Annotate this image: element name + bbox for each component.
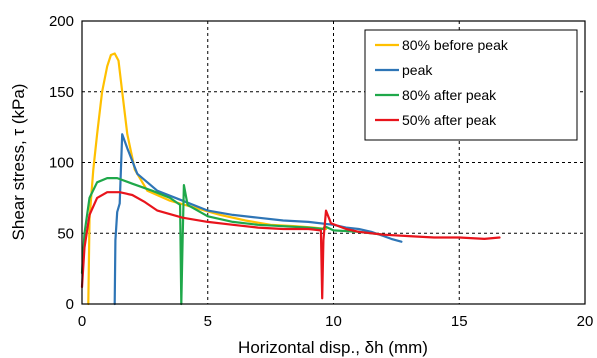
grid (82, 21, 585, 304)
legend-label: peak (402, 62, 433, 78)
series-line-80-before-peak (87, 52, 328, 306)
x-tick-label: 0 (78, 313, 86, 330)
legend-label: 80% before peak (402, 37, 509, 53)
x-tick-label: 15 (451, 313, 468, 330)
legend-label: 80% after peak (402, 87, 497, 103)
plot-frame (81, 20, 586, 305)
legend: 80% before peak peak 80% after peak 50% aft… (364, 29, 578, 141)
legend-box (364, 29, 578, 141)
y-tick-label: 0 (66, 296, 74, 313)
series-line-50-after-peak (80, 191, 501, 300)
x-tick-label: 10 (325, 313, 342, 330)
x-axis-title: Horizontal disp., δh (mm) (238, 338, 428, 357)
x-tick-label: 5 (204, 313, 212, 330)
x-tick-label: 20 (577, 313, 594, 330)
y-axis-title: Shear stress, τ (kPa) (9, 84, 28, 241)
y-tick-label: 150 (49, 84, 74, 101)
series-group (80, 52, 501, 306)
y-tick-label: 50 (57, 225, 74, 242)
legend-label: 50% after peak (402, 112, 497, 128)
y-tick-label: 200 (49, 13, 74, 30)
y-tick-label: 100 (49, 155, 74, 172)
